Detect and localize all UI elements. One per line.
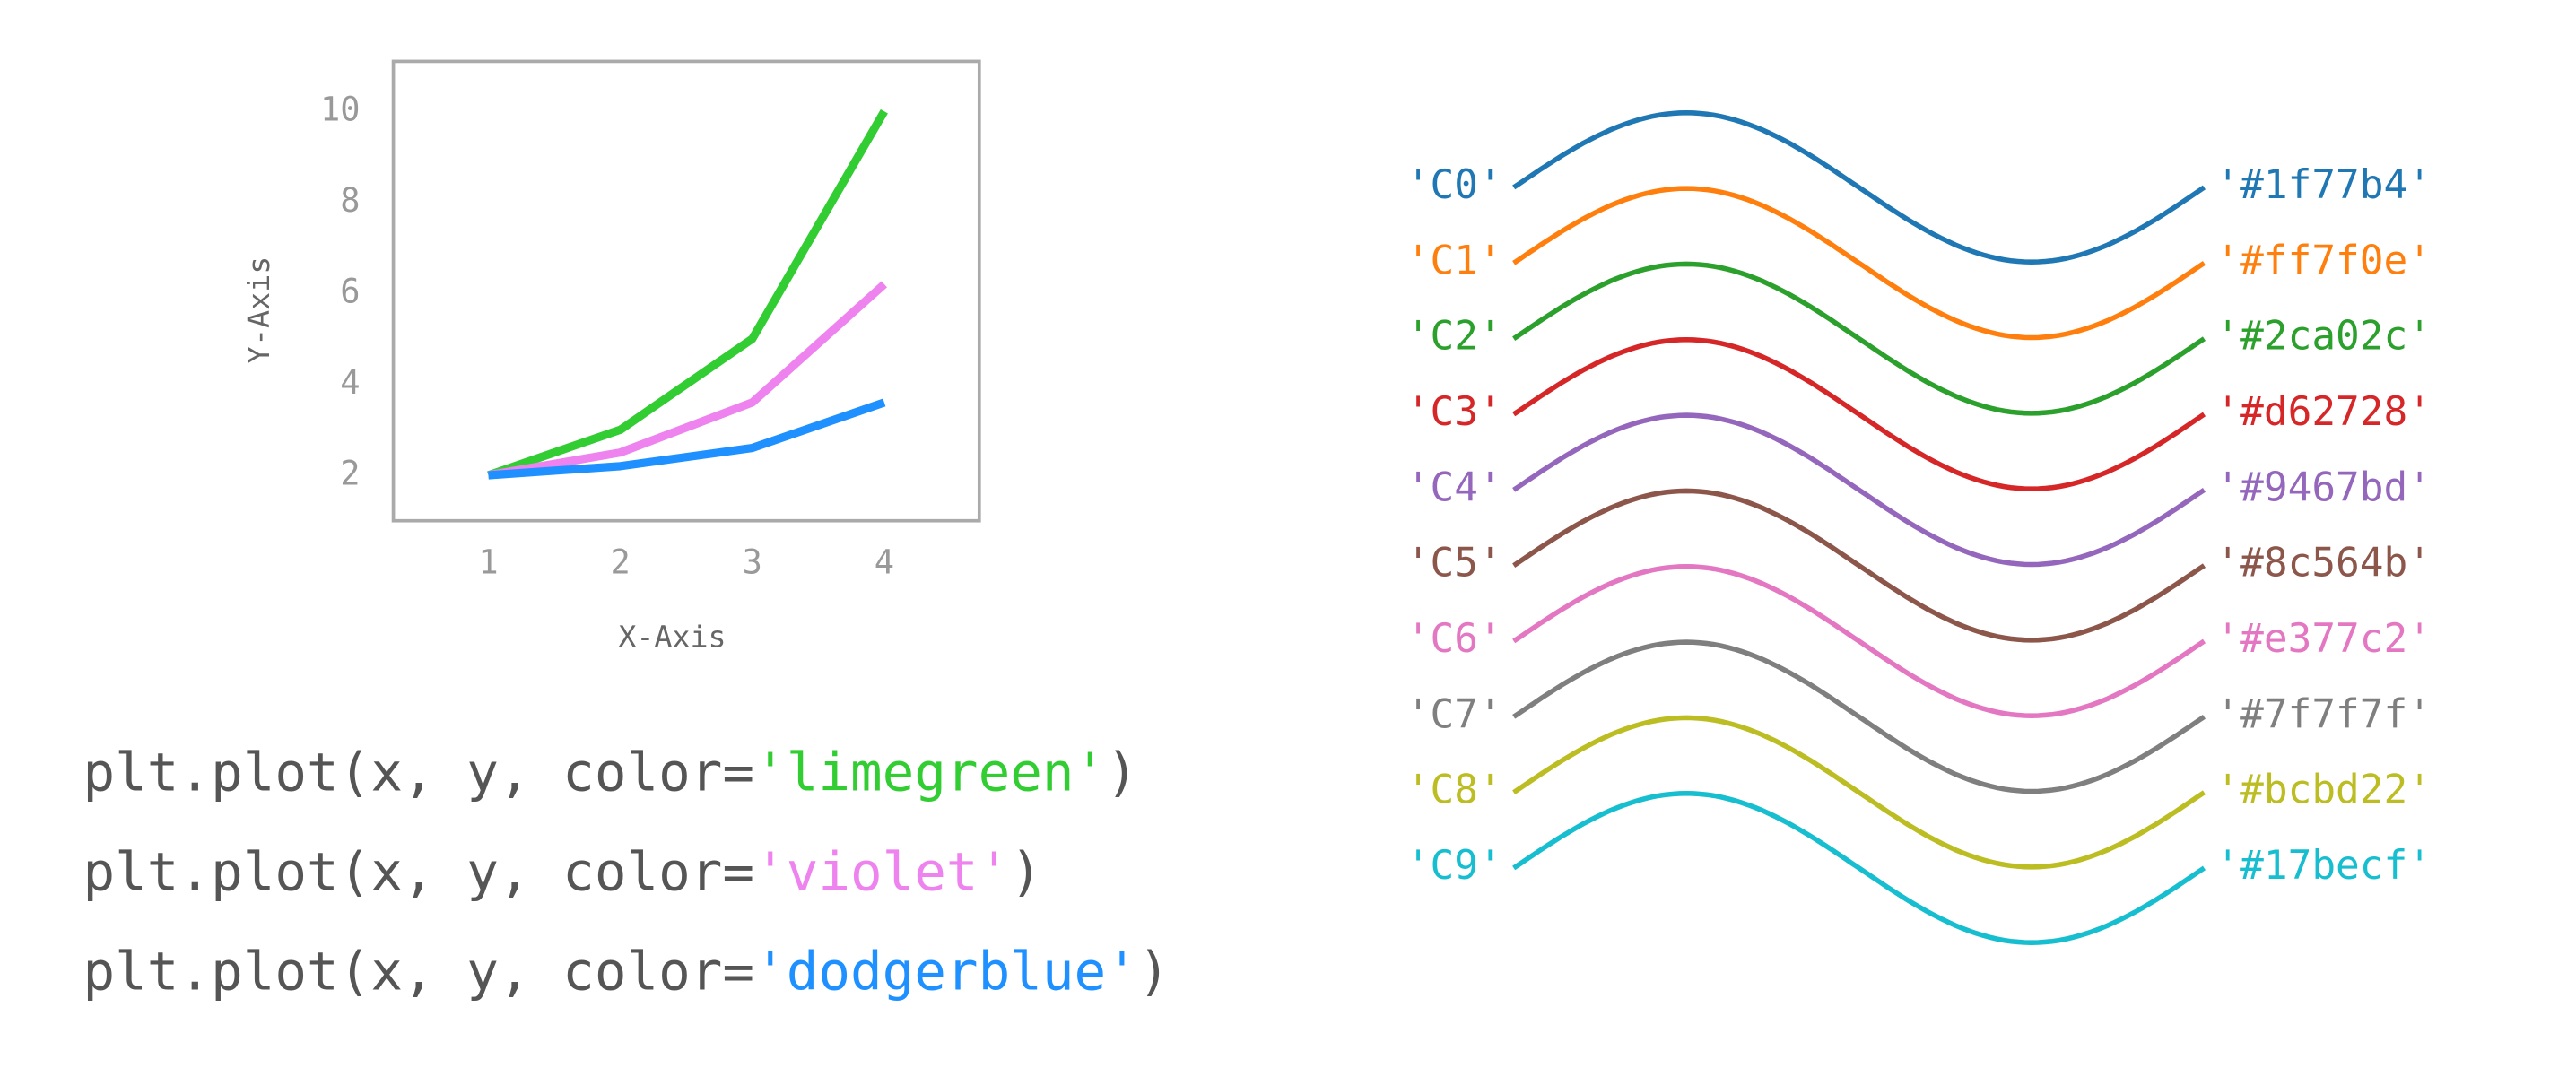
x-tick-label: 2 xyxy=(610,543,630,581)
cycle-name: 'C6' xyxy=(1406,616,1502,662)
code-argument: 'violet' xyxy=(754,841,1010,903)
cycle-hex: '#2ca02c' xyxy=(2215,314,2432,360)
y-tick-label: 10 xyxy=(320,91,361,129)
cycle-wave xyxy=(1512,715,2206,870)
cycle-wave xyxy=(1512,109,2206,265)
cycle-name: 'C8' xyxy=(1406,768,1502,813)
y-tick-label: 6 xyxy=(340,273,360,311)
cycle-hex: '#1f77b4' xyxy=(2215,162,2432,208)
cycle-hex: '#9467bd' xyxy=(2215,465,2432,510)
cycle-wave xyxy=(1512,790,2206,945)
x-tick-label: 4 xyxy=(875,543,894,581)
cycle-hex: '#8c564b' xyxy=(2215,541,2432,586)
cycle-wave xyxy=(1512,336,2206,491)
cycle-name: 'C2' xyxy=(1406,314,1502,360)
cycle-hex: '#ff7f0e' xyxy=(2215,238,2432,283)
series-line xyxy=(488,398,886,480)
x-axis-label: X-Axis xyxy=(618,620,726,655)
cycle-name: 'C0' xyxy=(1406,162,1502,208)
cycle-name: 'C9' xyxy=(1406,843,1502,889)
code-prefix: plt.plot(x, y, color= xyxy=(83,841,755,903)
cycle-name: 'C1' xyxy=(1406,238,1502,283)
code-close: ) xyxy=(1106,742,1138,803)
cycle-hex: '#e377c2' xyxy=(2215,616,2432,662)
cycle-wave xyxy=(1512,488,2206,643)
cycle-name: 'C5' xyxy=(1406,541,1502,586)
cycle-name: 'C4' xyxy=(1406,465,1502,510)
y-tick-label: 2 xyxy=(340,454,360,492)
cycle-wave xyxy=(1512,412,2206,568)
cycle-wave xyxy=(1512,563,2206,718)
cycle-hex: '#d62728' xyxy=(2215,389,2432,435)
x-tick-label: 1 xyxy=(478,543,498,581)
plot-frame xyxy=(391,59,981,523)
y-tick-label: 4 xyxy=(340,363,360,402)
code-line: plt.plot(x, y, color='limegreen') xyxy=(83,742,1138,803)
cycle-hex: '#17becf' xyxy=(2215,843,2432,889)
code-argument: 'dodgerblue' xyxy=(754,941,1138,1003)
y-tick-label: 8 xyxy=(340,181,360,220)
code-prefix: plt.plot(x, y, color= xyxy=(83,941,755,1003)
cycle-hex: '#bcbd22' xyxy=(2215,768,2432,813)
code-close: ) xyxy=(1138,941,1171,1003)
cycle-wave xyxy=(1512,261,2206,416)
x-tick-label: 3 xyxy=(743,543,762,581)
cycle-hex: '#7f7f7f' xyxy=(2215,691,2432,737)
cycle-name: 'C3' xyxy=(1406,389,1502,435)
series-line xyxy=(486,109,888,480)
code-prefix: plt.plot(x, y, color= xyxy=(83,742,755,803)
series-line xyxy=(487,281,887,480)
code-line: plt.plot(x, y, color='violet') xyxy=(83,841,1042,903)
cycle-name: 'C7' xyxy=(1406,691,1502,737)
code-line: plt.plot(x, y, color='dodgerblue') xyxy=(83,941,1171,1003)
y-axis-label: Y-Axis xyxy=(241,256,276,364)
cycle-wave xyxy=(1512,639,2206,794)
cycle-wave xyxy=(1512,186,2206,341)
code-close: ) xyxy=(1010,841,1042,903)
code-argument: 'limegreen' xyxy=(754,742,1106,803)
